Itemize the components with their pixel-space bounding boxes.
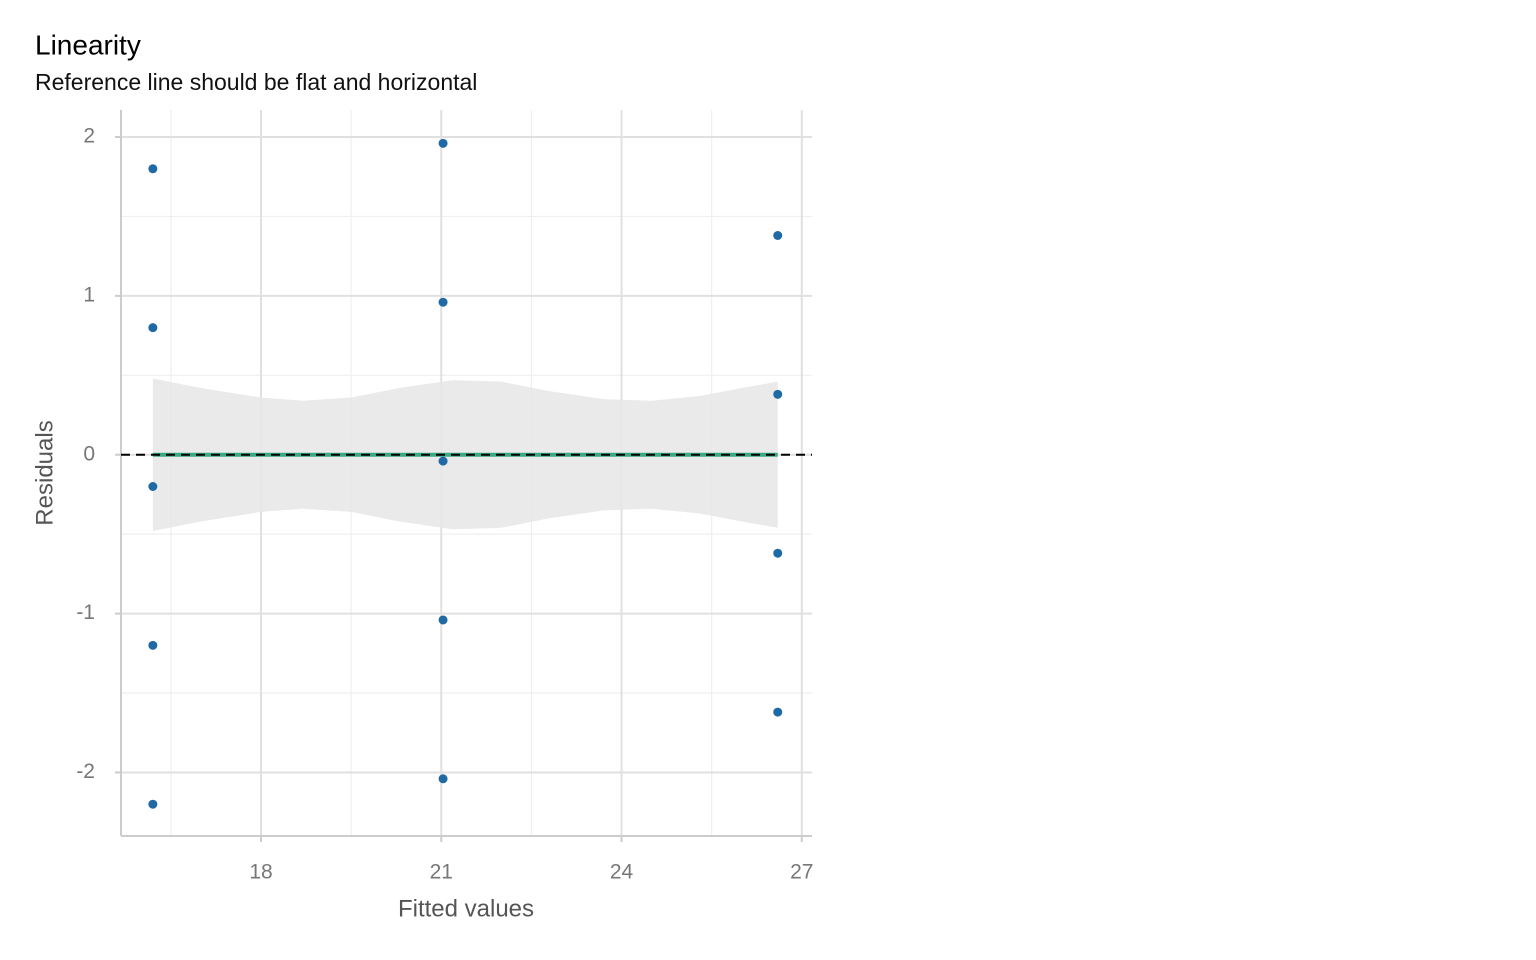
point [773, 389, 783, 399]
point [438, 456, 448, 466]
y-axis-label: Residuals [31, 420, 58, 525]
point [438, 615, 448, 625]
point [148, 164, 158, 174]
point [773, 707, 783, 717]
x-tick-label: 24 [610, 861, 634, 884]
point [438, 774, 448, 784]
x-tick-label: 21 [430, 861, 453, 884]
point [148, 323, 158, 333]
point [148, 799, 158, 809]
y-tick-label: 2 [83, 125, 95, 148]
y-tick-label: 0 [83, 442, 95, 465]
point [773, 548, 783, 558]
y-tick-label: 1 [83, 283, 95, 306]
point [773, 231, 783, 241]
chart-title: Linearity [35, 29, 141, 60]
point [148, 482, 158, 492]
chart-subtitle: Reference line should be flat and horizo… [35, 69, 477, 95]
y-tick-label: -1 [76, 601, 95, 624]
x-tick-label: 18 [249, 861, 272, 884]
point [148, 640, 158, 650]
x-axis-label: Fitted values [398, 895, 534, 922]
x-tick-label: 27 [790, 861, 813, 884]
y-tick-label: -2 [76, 760, 95, 783]
point [438, 297, 448, 307]
point [438, 138, 448, 148]
